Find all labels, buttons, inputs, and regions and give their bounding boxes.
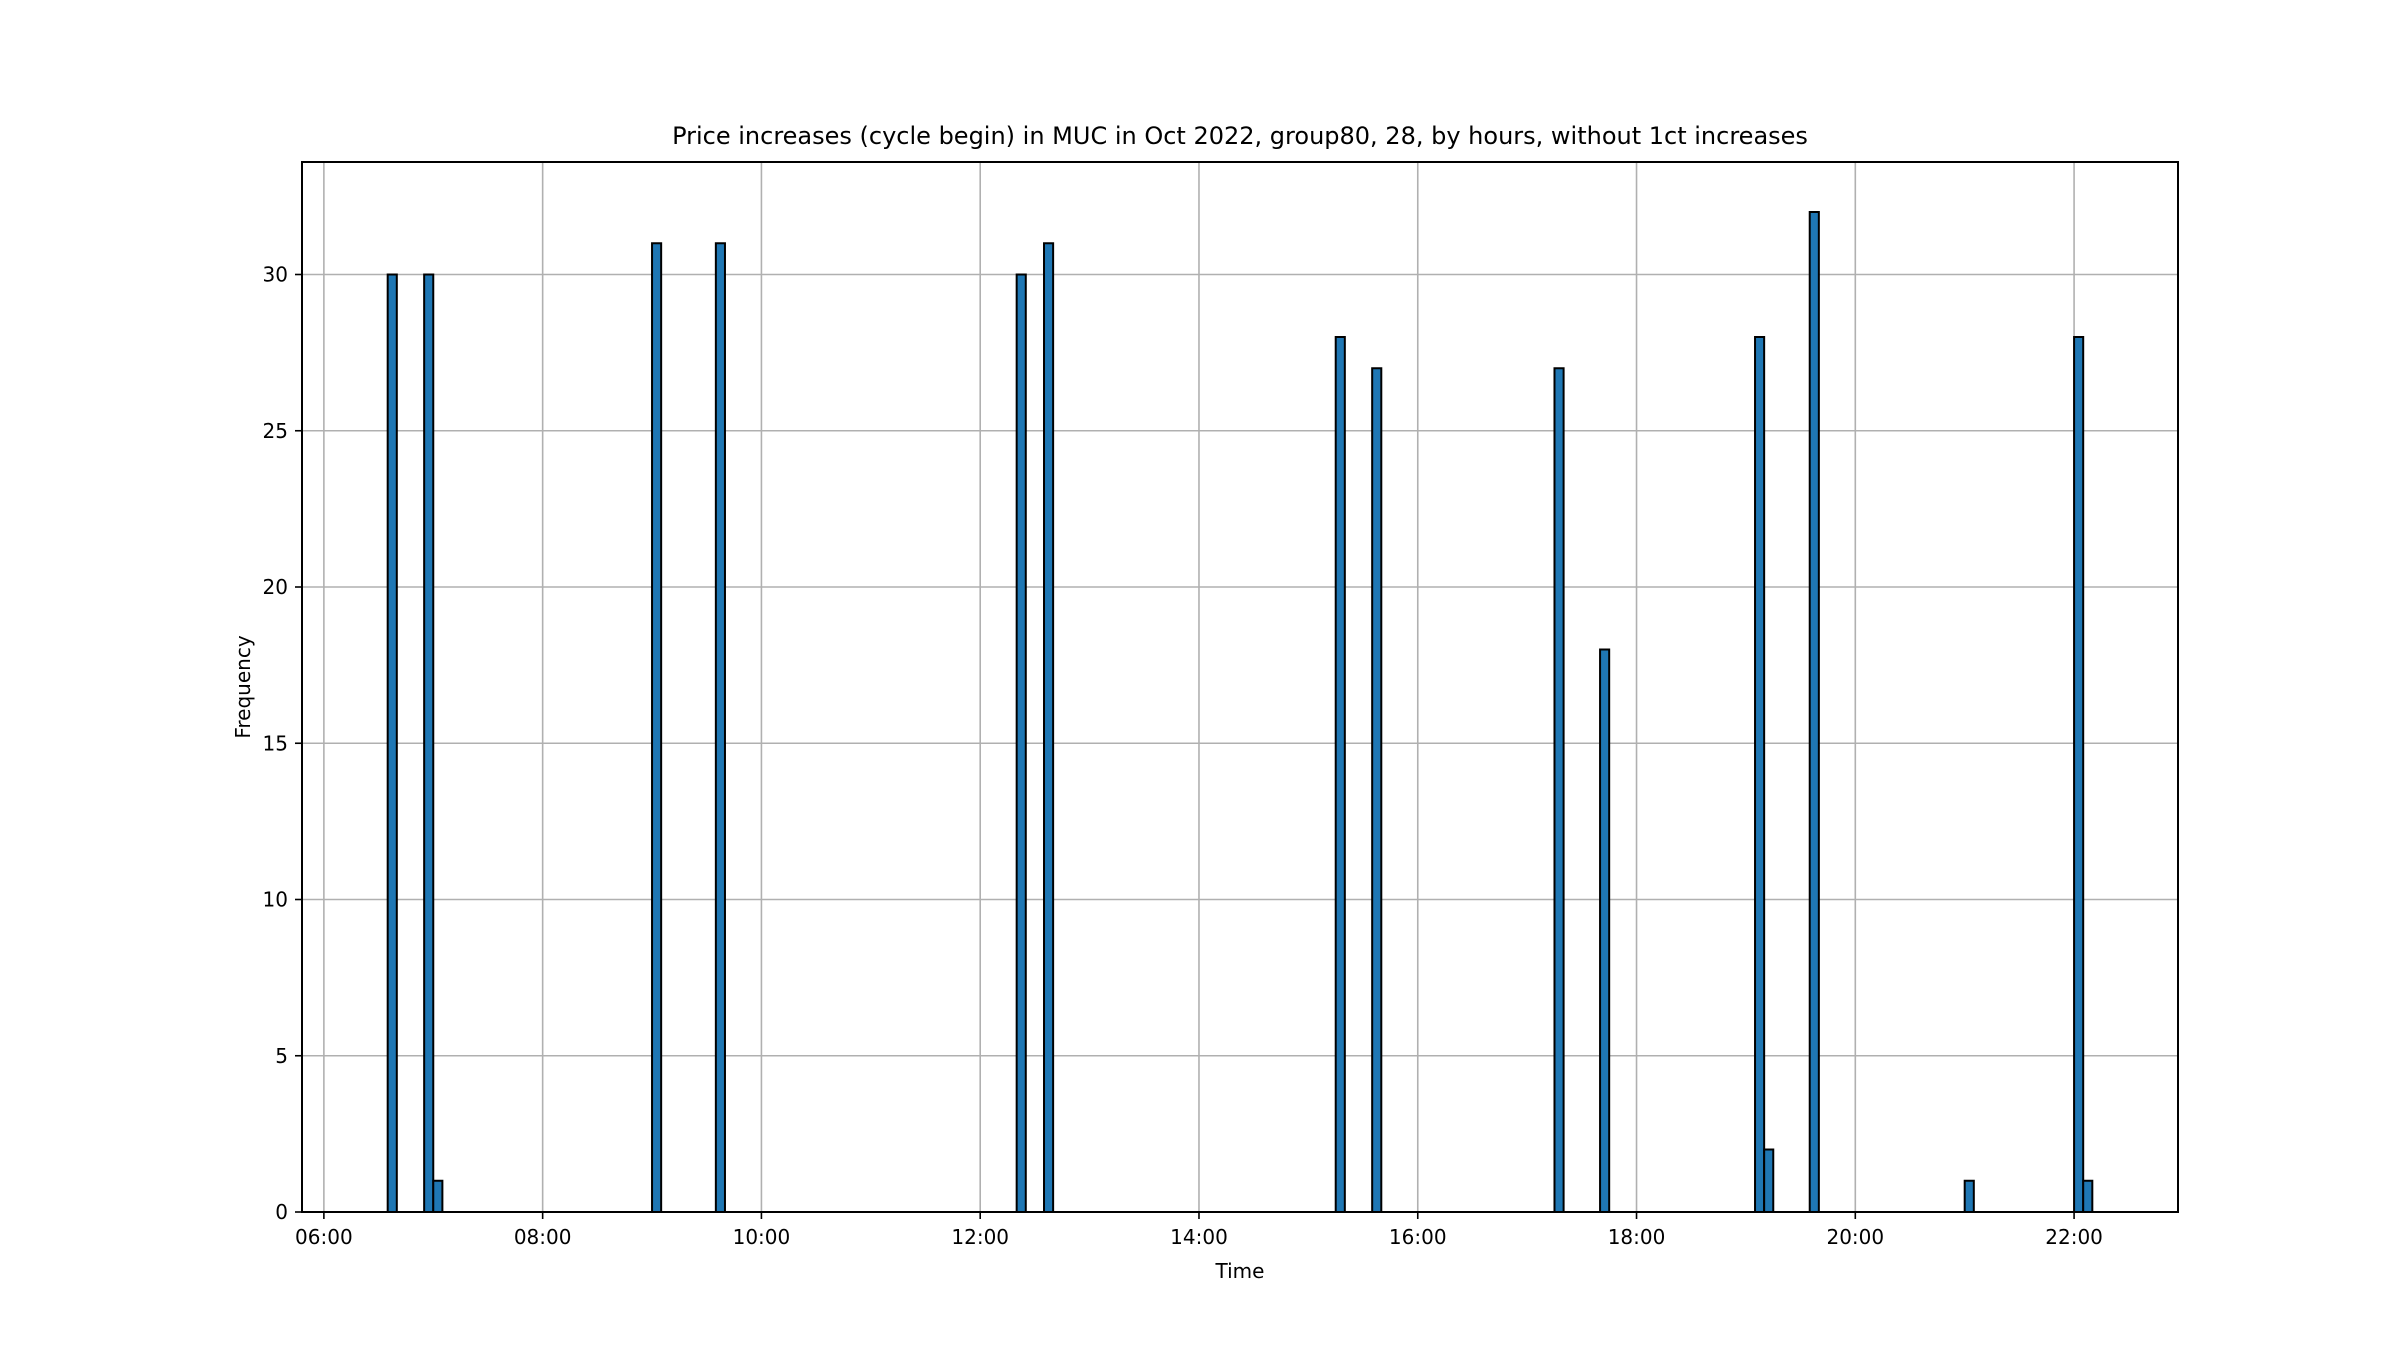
- histogram-bar: [1553, 367, 1565, 1213]
- histogram-bar: [1015, 273, 1027, 1213]
- histogram-bar: [423, 273, 435, 1213]
- x-tick-label: 18:00: [1608, 1225, 1666, 1249]
- histogram-bar: [1963, 1179, 1975, 1213]
- histogram-bar: [1754, 336, 1766, 1213]
- y-tick-label: 20: [263, 575, 288, 599]
- x-tick-label: 14:00: [1170, 1225, 1228, 1249]
- histogram-bar: [1043, 242, 1055, 1213]
- y-tick-label: 10: [263, 888, 288, 912]
- plot-area-frame: [301, 161, 2179, 1213]
- x-tick-label: 12:00: [951, 1225, 1009, 1249]
- histogram-bar: [386, 273, 398, 1213]
- x-tick-label: 22:00: [2045, 1225, 2103, 1249]
- y-tick-label: 25: [263, 419, 288, 443]
- y-tick-label: 30: [263, 263, 288, 287]
- x-tick-label: 20:00: [1826, 1225, 1884, 1249]
- histogram-bar: [1334, 336, 1346, 1213]
- histogram-bar: [714, 242, 726, 1213]
- y-axis-label: Frequency: [231, 635, 255, 738]
- histogram-bar: [1763, 1148, 1775, 1213]
- x-tick-label: 06:00: [295, 1225, 353, 1249]
- x-axis-label: Time: [1215, 1259, 1265, 1283]
- histogram-bar: [1371, 367, 1383, 1213]
- histogram-bar: [2082, 1179, 2094, 1213]
- x-axis-ticks: 06:00 08:00 10:00 12:00 14:00 16:00 18:00 20:00…: [295, 1212, 2103, 1249]
- y-tick-label: 15: [263, 731, 288, 755]
- x-tick-label: 16:00: [1389, 1225, 1447, 1249]
- y-axis-ticks: 0 5 10 15 20 25 30: [263, 263, 302, 1224]
- histogram-bar: [1808, 211, 1820, 1213]
- x-tick-label: 10:00: [733, 1225, 791, 1249]
- bars: [386, 211, 2094, 1213]
- y-tick-label: 0: [275, 1200, 288, 1224]
- histogram-bar: [432, 1179, 444, 1213]
- y-tick-label: 5: [275, 1044, 288, 1068]
- chart-title: Price increases (cycle begin) in MUC in …: [672, 122, 1808, 150]
- histogram-bar: [651, 242, 663, 1213]
- histogram-bar: [2073, 336, 2085, 1213]
- x-tick-label: 08:00: [514, 1225, 572, 1249]
- histogram-bar: [1599, 648, 1611, 1213]
